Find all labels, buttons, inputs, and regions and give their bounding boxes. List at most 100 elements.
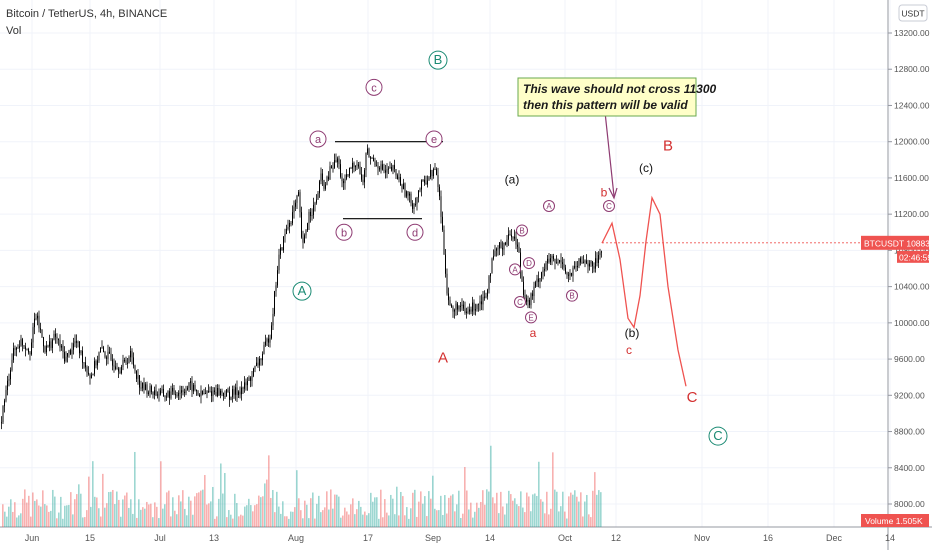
candle-body xyxy=(343,181,344,184)
candle-body xyxy=(277,270,278,286)
candle-body xyxy=(313,204,314,216)
candle-body xyxy=(257,362,259,366)
candle-body xyxy=(374,161,376,166)
currency-button-label: USDT xyxy=(901,9,924,19)
volume-bar xyxy=(396,486,398,527)
candle-body xyxy=(386,168,388,173)
volume-bar xyxy=(136,517,138,527)
candle-body xyxy=(298,192,299,196)
wave-label-text: a xyxy=(530,326,537,340)
candle-body xyxy=(113,365,115,367)
currency-button[interactable] xyxy=(898,4,928,22)
note-arrow-line[interactable] xyxy=(604,111,615,197)
candle-body xyxy=(73,343,74,350)
volume-bar xyxy=(292,511,294,527)
projection-path[interactable] xyxy=(601,195,687,387)
candle-body xyxy=(512,237,514,239)
volume-bar xyxy=(520,491,522,527)
candle-body xyxy=(484,296,485,298)
volume-bar xyxy=(592,490,594,527)
volume-bar xyxy=(82,517,84,527)
volume-bar xyxy=(66,505,68,527)
volume-bar xyxy=(80,493,82,527)
volume-bar xyxy=(330,489,332,527)
volume-bar xyxy=(26,502,28,527)
candle-body xyxy=(445,254,446,274)
candle-body xyxy=(580,258,581,263)
candle-body xyxy=(224,396,226,398)
price-tick-label: 10000.00 xyxy=(894,318,930,328)
volume-bar xyxy=(158,518,160,527)
volume-bar xyxy=(300,510,302,527)
candle-body xyxy=(25,346,26,350)
candle-body xyxy=(505,242,506,245)
volume-bar xyxy=(554,489,556,527)
candle-body xyxy=(43,337,44,347)
volume-bar xyxy=(560,506,562,527)
candle-body xyxy=(274,291,275,314)
candle-body xyxy=(32,327,34,343)
volume-bar xyxy=(16,517,18,527)
volume-bar xyxy=(344,507,346,527)
candle-body xyxy=(518,246,520,253)
volume-bar xyxy=(558,511,560,527)
candle-body xyxy=(269,338,271,343)
candle-body xyxy=(19,346,20,349)
volume-bar xyxy=(596,494,598,527)
candle-body xyxy=(275,285,277,292)
candle-body xyxy=(577,265,578,268)
candle-body xyxy=(101,347,103,349)
wave-label-text: C xyxy=(713,428,722,443)
volume-bar xyxy=(164,504,166,527)
volume-bar xyxy=(54,496,56,527)
volume-bar xyxy=(364,511,366,527)
candle-body xyxy=(340,164,341,177)
volume-bar xyxy=(134,451,136,527)
volume-bar xyxy=(240,514,242,527)
volume-bar xyxy=(310,498,312,527)
volume-bar xyxy=(68,504,70,527)
candle-body xyxy=(56,336,58,339)
volume-bar xyxy=(140,509,142,527)
candle-body xyxy=(59,340,61,348)
candle-body xyxy=(212,390,214,396)
volume-bar xyxy=(372,501,374,527)
volume-bar xyxy=(210,501,212,527)
candle-body xyxy=(128,357,130,364)
volume-bar xyxy=(346,511,348,527)
candle-body xyxy=(367,148,368,154)
volume-bar xyxy=(334,494,336,527)
candle-body xyxy=(568,274,569,276)
volume-bar xyxy=(384,499,386,527)
candle-body xyxy=(328,176,329,180)
candle-body xyxy=(53,333,55,340)
candle-body xyxy=(520,252,521,272)
volume-bar xyxy=(182,490,184,527)
candle-body xyxy=(271,325,272,339)
volume-bar xyxy=(324,507,326,527)
candle-body xyxy=(28,349,29,353)
candle-body xyxy=(110,353,112,360)
volume-bar xyxy=(566,518,568,527)
volume-bar xyxy=(218,498,220,527)
candle-body xyxy=(161,388,163,391)
candle-body xyxy=(575,266,577,268)
candle-body xyxy=(98,352,100,361)
note-box[interactable] xyxy=(517,77,697,117)
volume-bar xyxy=(172,497,174,527)
candle-body xyxy=(458,306,460,310)
volume-bar xyxy=(336,494,338,527)
volume-bar xyxy=(208,503,210,527)
volume-bar xyxy=(448,497,450,527)
volume-bar xyxy=(290,511,292,527)
volume-bar xyxy=(14,502,16,527)
candle-body xyxy=(563,263,565,268)
wave-label-text: c xyxy=(626,343,632,357)
candle-body xyxy=(175,394,176,396)
candle-body xyxy=(317,193,319,200)
volume-bar xyxy=(174,510,176,527)
candle-body xyxy=(61,345,62,348)
price-tag xyxy=(861,235,929,250)
